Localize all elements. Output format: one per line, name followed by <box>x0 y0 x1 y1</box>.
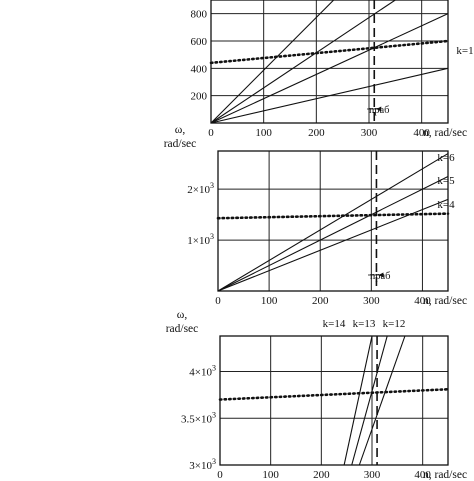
y-axis-label: ω, <box>177 309 188 321</box>
y-tick-exponent: 3 <box>212 364 216 373</box>
series-line <box>351 335 388 466</box>
y-tick-label: 1×103 <box>187 232 214 247</box>
y-tick-label: 3×103 <box>189 457 216 472</box>
series-line <box>217 153 449 292</box>
y-tick-label: 400 <box>191 63 208 75</box>
series-line <box>358 335 406 466</box>
x-tick-label: 0 <box>215 295 221 307</box>
y-tick-label: 3.5×103 <box>181 410 216 425</box>
arrowhead-icon <box>376 106 382 112</box>
y-tick-label: 4×103 <box>189 364 216 379</box>
series-line <box>217 198 449 292</box>
operating-point-label: nраб <box>370 271 391 282</box>
series-label: k=4 <box>437 199 455 211</box>
series-label: k=5 <box>437 175 455 187</box>
series-label: k=12 <box>383 318 406 330</box>
y-tick-exponent: 3 <box>210 232 214 241</box>
x-tick-label: 400 <box>414 469 431 481</box>
y-tick-label: 2×103 <box>187 181 214 196</box>
y-tick-label: 800 <box>191 9 208 21</box>
x-tick-label: 300 <box>361 127 378 139</box>
y-axis-label: rad/sec <box>164 138 197 150</box>
y-tick-exponent: 3 <box>212 457 216 466</box>
series-label: k=13 <box>353 318 376 330</box>
series-line <box>210 0 396 124</box>
y-tick-exponent: 3 <box>212 410 216 419</box>
x-tick-label: 300 <box>363 295 380 307</box>
series-label: k=14 <box>323 318 346 330</box>
y-axis-label: rad/sec <box>166 323 199 335</box>
y-axis-label: ω, <box>175 124 186 136</box>
series-label: k=1 <box>456 45 473 57</box>
x-axis-label: n, rad/sec <box>423 469 467 481</box>
series-line <box>210 13 449 124</box>
plot-frame <box>219 335 449 466</box>
operating-line-dotted <box>209 39 450 65</box>
y-tick-label: 600 <box>191 36 208 48</box>
series-line <box>210 0 335 124</box>
x-tick-label: 200 <box>312 295 329 307</box>
y-tick-label: 200 <box>191 91 208 103</box>
x-tick-label: 400 <box>413 127 430 139</box>
x-tick-label: 0 <box>217 469 223 481</box>
x-tick-label: 300 <box>364 469 381 481</box>
x-tick-label: 200 <box>308 127 325 139</box>
x-tick-label: 100 <box>255 127 272 139</box>
operating-line-dotted <box>218 387 450 401</box>
operating-line-dotted <box>216 212 450 220</box>
y-tick-exponent: 3 <box>210 181 214 190</box>
x-axis-label: n, rad/sec <box>423 295 467 307</box>
arrowhead-icon <box>378 272 384 278</box>
x-tick-label: 100 <box>262 469 279 481</box>
plot-frame <box>217 150 449 292</box>
x-tick-label: 100 <box>261 295 278 307</box>
series-line <box>217 175 449 292</box>
x-tick-label: 400 <box>414 295 431 307</box>
series-line <box>343 335 373 466</box>
series-label: k=6 <box>437 152 455 164</box>
plot-frame <box>210 0 449 124</box>
x-tick-label: 0 <box>208 127 214 139</box>
x-axis-label: n, rad/sec <box>423 127 467 139</box>
series-line <box>210 67 449 124</box>
operating-point-label: nраб <box>369 105 390 116</box>
x-tick-label: 200 <box>313 469 330 481</box>
